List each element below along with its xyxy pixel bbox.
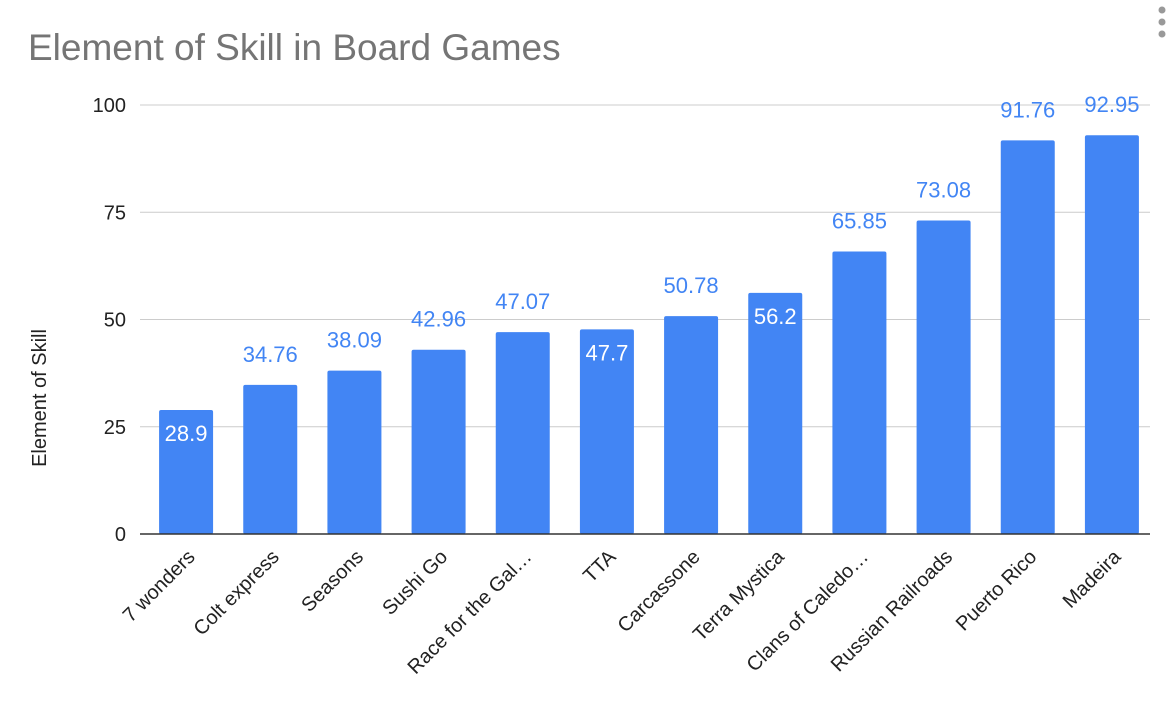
bar[interactable]	[243, 384, 298, 534]
bar[interactable]	[832, 251, 887, 535]
bar[interactable]	[748, 292, 803, 534]
y-tick-label: 75	[104, 202, 126, 224]
bars	[159, 135, 1139, 535]
data-label: 73.08	[916, 177, 971, 202]
chart-menu-button[interactable]	[1158, 6, 1166, 38]
y-tick-label: 100	[93, 95, 126, 117]
bar[interactable]	[411, 349, 466, 534]
category-label: Sushi Go	[378, 546, 452, 620]
data-label: 28.9	[165, 421, 208, 446]
y-tick-label: 50	[104, 310, 126, 332]
y-tick-label: 0	[115, 524, 126, 546]
data-label: 42.96	[411, 307, 466, 332]
vertical-dots-icon-dot-2[interactable]	[1158, 18, 1166, 26]
data-label: 65.85	[832, 209, 887, 234]
chart-title: Element of Skill in Board Games	[28, 27, 561, 68]
category-label: TTA	[579, 546, 621, 588]
data-label: 92.95	[1084, 92, 1139, 117]
bar[interactable]	[159, 410, 214, 534]
data-labels: 28.9 34.76 38.09 42.96 47.07 47.7 50.78 56.2 65.…	[165, 92, 1140, 446]
vertical-dots-icon-dot-3[interactable]	[1158, 30, 1166, 38]
data-label: 47.7	[586, 340, 629, 365]
data-label: 34.76	[243, 342, 298, 367]
bar[interactable]	[1084, 135, 1139, 534]
data-label: 47.07	[495, 289, 550, 314]
category-label: Madeira	[1059, 545, 1126, 612]
data-label: 50.78	[664, 273, 719, 298]
category-label: Puerto Rico	[952, 546, 1041, 635]
category-label: 7 wonders	[119, 546, 200, 627]
y-tick-label: 25	[104, 417, 126, 439]
y-axis-title: Element of Skill	[29, 329, 51, 467]
data-label: 38.09	[327, 328, 382, 353]
gridlines	[140, 104, 1150, 428]
category-label: Colt express	[190, 546, 284, 640]
y-axis-ticks: 0 25 50 75 100	[93, 95, 126, 546]
bar[interactable]	[495, 332, 550, 534]
data-label: 56.2	[754, 304, 797, 329]
category-label: Carcassone	[614, 546, 705, 637]
vertical-dots-icon[interactable]	[1158, 6, 1166, 14]
bar[interactable]	[579, 329, 634, 534]
bar[interactable]	[916, 220, 971, 534]
bar[interactable]	[327, 370, 382, 534]
bar[interactable]	[664, 316, 719, 534]
bar[interactable]	[1000, 140, 1055, 534]
data-label: 91.76	[1000, 97, 1055, 122]
category-label: Seasons	[297, 546, 368, 617]
